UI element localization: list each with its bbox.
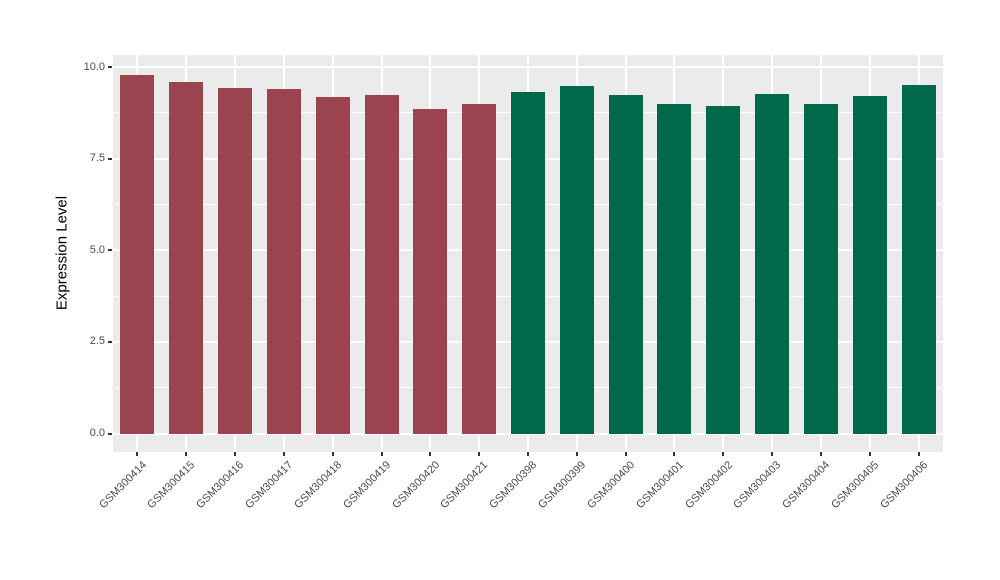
x-tick-mark xyxy=(819,452,822,456)
bar-GSM300414 xyxy=(120,75,155,434)
x-tick-mark xyxy=(185,452,188,456)
x-tick-mark xyxy=(527,452,529,456)
y-tick-mark xyxy=(108,432,112,435)
x-tick-label-GSM300415: GSM300415 xyxy=(145,459,198,512)
y-tick-label: 10.0 xyxy=(83,60,105,73)
x-tick-mark xyxy=(868,452,871,456)
bar-GSM300402 xyxy=(706,105,741,434)
x-tick-label-GSM300405: GSM300405 xyxy=(829,459,882,512)
x-tick-label-GSM300400: GSM300400 xyxy=(584,459,638,512)
x-tick-mark xyxy=(136,452,139,456)
x-tick-label-GSM300419: GSM300419 xyxy=(340,459,394,512)
x-tick-mark xyxy=(722,452,725,456)
y-tick-label: 0.0 xyxy=(89,427,105,439)
x-tick-mark xyxy=(282,452,285,456)
bar-GSM300399 xyxy=(559,85,594,434)
bar-GSM300404 xyxy=(803,103,838,434)
x-tick-mark xyxy=(575,452,578,456)
x-tick-label-GSM300406: GSM300406 xyxy=(877,459,931,512)
x-tick-label-GSM300418: GSM300418 xyxy=(292,459,345,512)
x-tick-label-GSM300399: GSM300399 xyxy=(536,459,589,512)
x-tick-mark xyxy=(673,452,676,456)
bar-GSM300405 xyxy=(852,96,887,434)
x-tick-label-GSM300421: GSM300421 xyxy=(438,459,491,512)
y-axis-title: Expression Level xyxy=(53,195,71,311)
x-tick-label-GSM300402: GSM300402 xyxy=(682,459,735,512)
y-tick-mark xyxy=(108,66,112,69)
bar-GSM300400 xyxy=(608,95,643,434)
y-tick-label: 5.0 xyxy=(89,243,105,256)
x-tick-label-GSM300404: GSM300404 xyxy=(780,459,833,512)
bar-GSM300403 xyxy=(755,93,790,434)
y-tick-mark xyxy=(108,249,112,252)
bar-GSM300416 xyxy=(218,88,253,434)
x-tick-mark xyxy=(478,452,481,456)
bar-GSM300417 xyxy=(266,89,301,434)
bar-GSM300419 xyxy=(364,94,399,434)
bar-GSM300406 xyxy=(901,84,936,434)
x-tick-mark xyxy=(380,452,383,456)
bar-GSM300420 xyxy=(413,108,448,434)
x-tick-label-GSM300417: GSM300417 xyxy=(243,459,296,512)
x-tick-label-GSM300398: GSM300398 xyxy=(487,459,540,512)
x-tick-label-GSM300403: GSM300403 xyxy=(731,459,784,512)
x-tick-mark xyxy=(331,452,334,456)
x-tick-mark xyxy=(234,452,237,456)
x-tick-label-GSM300414: GSM300414 xyxy=(96,459,149,512)
y-tick-label: 7.5 xyxy=(89,152,105,165)
y-tick-label: 2.5 xyxy=(89,335,105,348)
bar-GSM300421 xyxy=(462,104,497,434)
y-tick-mark xyxy=(108,157,112,160)
bar-GSM300401 xyxy=(657,103,692,434)
plot-panel xyxy=(113,55,943,452)
bar-GSM300415 xyxy=(169,81,204,434)
bar-GSM300418 xyxy=(315,97,350,434)
y-tick-mark xyxy=(108,340,112,343)
x-tick-label-GSM300420: GSM300420 xyxy=(389,459,442,512)
x-tick-label-GSM300416: GSM300416 xyxy=(194,459,247,512)
x-tick-mark xyxy=(917,452,920,456)
bar-GSM300398 xyxy=(511,92,545,434)
x-tick-mark xyxy=(771,452,774,456)
x-tick-mark xyxy=(624,452,627,456)
x-tick-mark xyxy=(429,452,432,456)
x-tick-label-GSM300401: GSM300401 xyxy=(633,459,686,512)
